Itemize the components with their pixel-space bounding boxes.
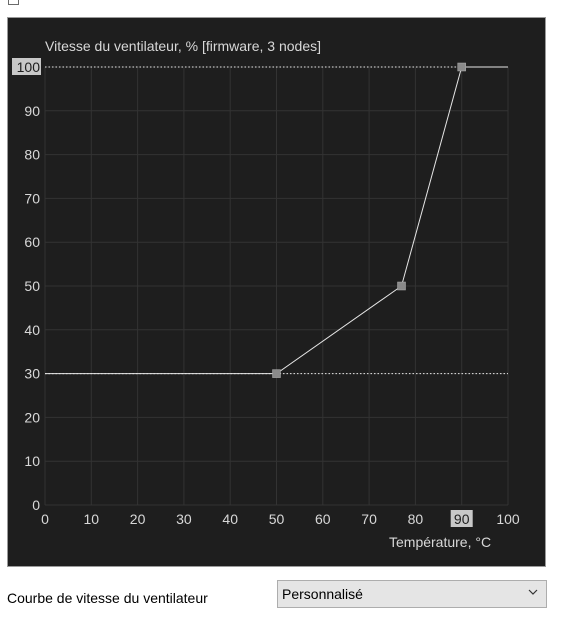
x-tick-label: 90 (454, 511, 470, 527)
fan-curve-select[interactable]: Personnalisé (277, 580, 547, 608)
chart-title: Vitesse du ventilateur, % [firmware, 3 n… (45, 38, 321, 54)
fan-curve-select-value: Personnalisé (282, 586, 363, 602)
x-tick-label: 30 (176, 511, 192, 527)
y-tick-label: 20 (24, 409, 40, 425)
x-tick-label: 20 (130, 511, 146, 527)
y-tick-label: 90 (24, 103, 40, 119)
y-tick-label: 100 (17, 59, 41, 75)
curve-node[interactable] (457, 62, 466, 72)
x-tick-label: 10 (84, 511, 100, 527)
chevron-down-icon (528, 589, 538, 595)
curve-node[interactable] (397, 281, 406, 291)
y-tick-label: 50 (24, 278, 40, 294)
y-tick-highlight (12, 58, 41, 75)
x-tick-label: 40 (222, 511, 238, 527)
y-tick-label: 30 (24, 366, 40, 382)
x-axis-label: Température, °C (389, 534, 492, 550)
curve-node[interactable] (272, 369, 281, 378)
x-tick-highlight (450, 510, 473, 527)
y-tick-label: 60 (24, 234, 40, 250)
x-tick-label: 70 (361, 511, 377, 527)
top-checkbox[interactable] (8, 0, 19, 5)
y-tick-label: 0 (32, 497, 40, 513)
y-tick-label: 80 (24, 147, 40, 163)
x-tick-label: 80 (408, 511, 424, 527)
x-tick-label: 60 (315, 511, 331, 527)
x-tick-label: 100 (496, 511, 520, 527)
y-tick-label: 70 (24, 190, 40, 206)
x-tick-label: 50 (269, 511, 285, 527)
y-tick-label: 10 (24, 453, 40, 469)
x-tick-label: 0 (41, 511, 49, 527)
y-tick-label: 40 (24, 322, 40, 338)
fan-curve-label: Courbe de vitesse du ventilateur (7, 590, 208, 606)
